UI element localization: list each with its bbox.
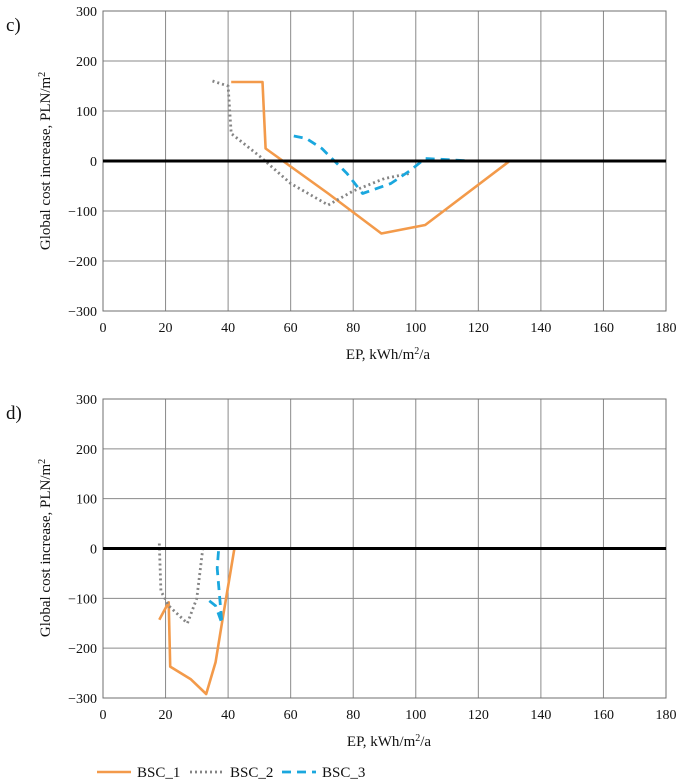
x-tick-label: 60 bbox=[284, 708, 298, 723]
legend-label: BSC_3 bbox=[322, 765, 365, 781]
x-tick-label: 120 bbox=[468, 708, 489, 723]
panel-label: d) bbox=[6, 403, 22, 424]
x-tick-label: 100 bbox=[405, 321, 426, 336]
series-line-bsc-1 bbox=[231, 80, 511, 235]
series-line-bsc-1 bbox=[158, 548, 236, 696]
x-axis-label: EP, kWh/m2/a bbox=[346, 346, 431, 364]
x-tick-label: 20 bbox=[159, 321, 173, 336]
series-line-bsc-2 bbox=[157, 543, 205, 625]
x-tick-label: 40 bbox=[221, 708, 235, 723]
y-tick-label: 0 bbox=[90, 543, 97, 558]
x-tick-label: 180 bbox=[656, 321, 677, 336]
y-tick-label: −200 bbox=[68, 642, 97, 657]
series-line-bsc-3 bbox=[208, 548, 224, 625]
chart-panel-d: d) 0 20 40 60 80 100 120 140 160 180 −300 −200 −100 0 1… bbox=[6, 393, 677, 750]
y-tick-label: −200 bbox=[68, 255, 97, 270]
y-tick-label: 0 bbox=[90, 155, 97, 170]
x-tick-label: 0 bbox=[100, 321, 107, 336]
y-tick-label: 300 bbox=[76, 5, 97, 20]
x-tick-label: 80 bbox=[346, 321, 360, 336]
y-tick-label: −100 bbox=[68, 205, 97, 220]
x-tick-label: 80 bbox=[346, 708, 360, 723]
chart-panel-c: c) 0 20 40 60 80 100 120 140 160 180 −300 −200 −100 0 1… bbox=[6, 5, 677, 363]
y-tick-label: −300 bbox=[68, 305, 97, 320]
y-tick-label: 200 bbox=[76, 443, 97, 458]
x-tick-label: 40 bbox=[221, 321, 235, 336]
x-tick-label: 100 bbox=[405, 708, 426, 723]
y-tick-label: 200 bbox=[76, 55, 97, 70]
series-line-bsc-3 bbox=[293, 134, 473, 195]
x-tick-label: 140 bbox=[530, 321, 551, 336]
x-tick-label: 0 bbox=[100, 708, 107, 723]
x-tick-label: 180 bbox=[656, 708, 677, 723]
panel-label: c) bbox=[6, 15, 21, 36]
y-axis-label: Global cost increase, PLN/m2 bbox=[37, 459, 55, 637]
legend: BSC_1 BSC_2 BSC_3 bbox=[97, 765, 365, 781]
y-tick-label: 100 bbox=[76, 493, 97, 508]
x-tick-label: 120 bbox=[468, 321, 489, 336]
y-axis-label: Global cost increase, PLN/m2 bbox=[37, 72, 55, 250]
x-axis-label: EP, kWh/m2/a bbox=[347, 733, 432, 751]
x-tick-label: 60 bbox=[284, 321, 298, 336]
x-tick-label: 140 bbox=[530, 708, 551, 723]
y-tick-label: 300 bbox=[76, 393, 97, 408]
y-tick-label: −100 bbox=[68, 592, 97, 607]
legend-label: BSC_1 bbox=[137, 765, 180, 781]
legend-label: BSC_2 bbox=[230, 765, 273, 781]
y-tick-label: 100 bbox=[76, 105, 97, 120]
x-tick-label: 160 bbox=[593, 321, 614, 336]
series-line-bsc-2 bbox=[212, 79, 410, 207]
x-tick-label: 20 bbox=[159, 708, 173, 723]
x-tick-label: 160 bbox=[593, 708, 614, 723]
y-tick-label: −300 bbox=[68, 692, 97, 707]
